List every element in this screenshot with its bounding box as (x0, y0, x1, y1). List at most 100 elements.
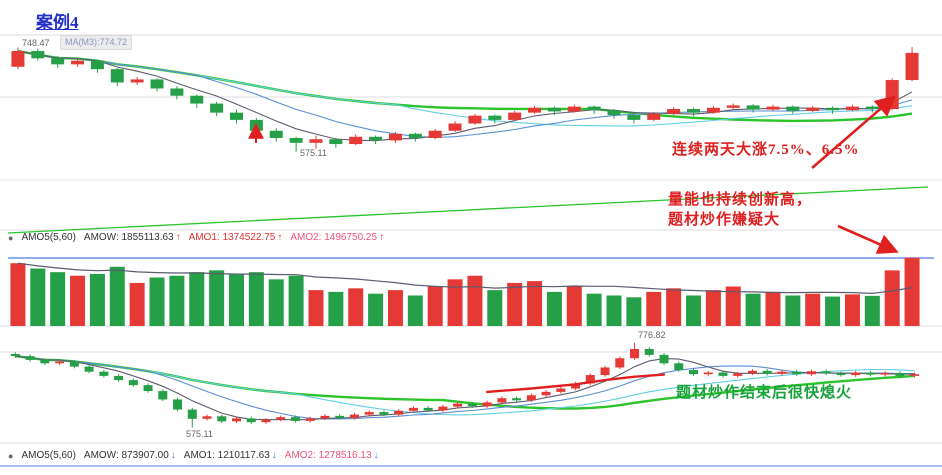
candle (170, 88, 184, 96)
candle (128, 380, 138, 386)
candle (659, 354, 669, 364)
direction-arrow-icon: ↑ (379, 232, 385, 243)
candle (190, 95, 204, 104)
candle (488, 115, 502, 120)
volume-bar (487, 290, 503, 326)
candle (836, 373, 846, 376)
candle (110, 69, 124, 83)
volume-bar (825, 296, 841, 326)
volume-bar (765, 291, 781, 326)
volume-bar (527, 281, 543, 326)
volume-bar (427, 286, 443, 326)
candle (600, 367, 610, 376)
direction-arrow-icon: ↑ (175, 232, 181, 243)
volume-bar (904, 257, 920, 326)
ma-line-5 (17, 50, 913, 142)
candle (217, 416, 227, 422)
indicator-collapse-icon[interactable]: ● (8, 232, 14, 243)
indicator-value: AMO5(5,60) (21, 232, 76, 243)
candle (55, 361, 65, 364)
candle (733, 373, 743, 376)
indicator-value: AMO1: 1210117.63 (183, 450, 270, 461)
candle (647, 113, 661, 120)
candle (512, 398, 522, 401)
candle (468, 115, 482, 124)
indicator-value: AMO2: 1496750.25 (290, 232, 378, 243)
candle (746, 105, 760, 110)
low-price-label-top: 575.11 (300, 148, 327, 158)
candle (84, 366, 94, 372)
candle (689, 370, 698, 375)
footer-indicator-header: ● AMO5(5,60) AMOW: 873907.00 ↓ AMO1: 1210117… (8, 450, 379, 461)
volume-bar (189, 272, 205, 326)
volume-indicator-header: ● AMO5(5,60) AMOW: 1855113.63 ↑ AMO1: 137452… (8, 232, 384, 243)
candle (143, 385, 153, 392)
candle (309, 139, 323, 143)
candle (467, 403, 477, 407)
volume-bar (70, 275, 86, 326)
volume-bar (864, 295, 880, 326)
volume-bar (308, 290, 324, 326)
candle (865, 372, 875, 375)
candle (674, 363, 684, 371)
volume-bar (348, 288, 364, 326)
candle (388, 133, 402, 141)
candle (71, 60, 85, 65)
candle (528, 107, 542, 113)
candle (349, 414, 359, 418)
candle (31, 51, 45, 59)
volume-bar (129, 282, 145, 326)
annotation-volume-high-line2: 题材炒作嫌疑大 (668, 212, 781, 228)
candle (615, 358, 625, 368)
candle (202, 416, 212, 419)
trend-line (7, 186, 929, 234)
candle (329, 139, 343, 145)
candle (320, 415, 330, 419)
indicator-collapse-icon[interactable]: ● (8, 450, 14, 461)
ma-line-10 (15, 355, 915, 420)
volume-bar (387, 290, 403, 326)
indicator-value: AMOW: 1855113.63 (83, 232, 174, 243)
candle (482, 402, 492, 407)
volume-bar (546, 291, 562, 326)
volume-bar (686, 295, 701, 326)
volume-bar (149, 277, 165, 326)
candle (547, 107, 561, 112)
volume-bar (368, 293, 384, 326)
candle (232, 418, 241, 422)
ma-line-20 (17, 50, 913, 127)
candle (706, 107, 720, 113)
ma-line-10 (17, 50, 913, 139)
case-label: 案例4 (36, 13, 79, 32)
candle (541, 391, 551, 396)
red-emphasis-line (485, 373, 666, 394)
volume-bar (447, 279, 463, 326)
annotation-fizzle-out: 题材炒作结束后很快熄火 (676, 385, 853, 401)
volume-ma-line (17, 262, 913, 295)
candle (90, 60, 104, 70)
candle (269, 130, 283, 138)
low-price-label-bottom: 575.11 (186, 429, 213, 439)
volume-bar (288, 275, 304, 326)
volume-bar (606, 295, 622, 326)
volume-bar (50, 272, 66, 326)
candle (408, 407, 418, 411)
candle (687, 109, 700, 113)
volume-bar (626, 297, 642, 326)
candle (114, 375, 124, 381)
indicator-value: AMOW: 873907.00 (83, 450, 169, 461)
volume-bar (844, 294, 860, 326)
candle (644, 348, 654, 355)
candle (895, 372, 905, 376)
candle (497, 398, 507, 403)
candle (150, 79, 164, 89)
candle (69, 361, 79, 367)
volume-bar (467, 275, 483, 326)
volume-bar (507, 282, 523, 326)
candle (187, 409, 197, 419)
high-price-label-bottom: 776.82 (638, 330, 666, 340)
annotation-arrow (811, 95, 897, 169)
candle (910, 374, 920, 376)
